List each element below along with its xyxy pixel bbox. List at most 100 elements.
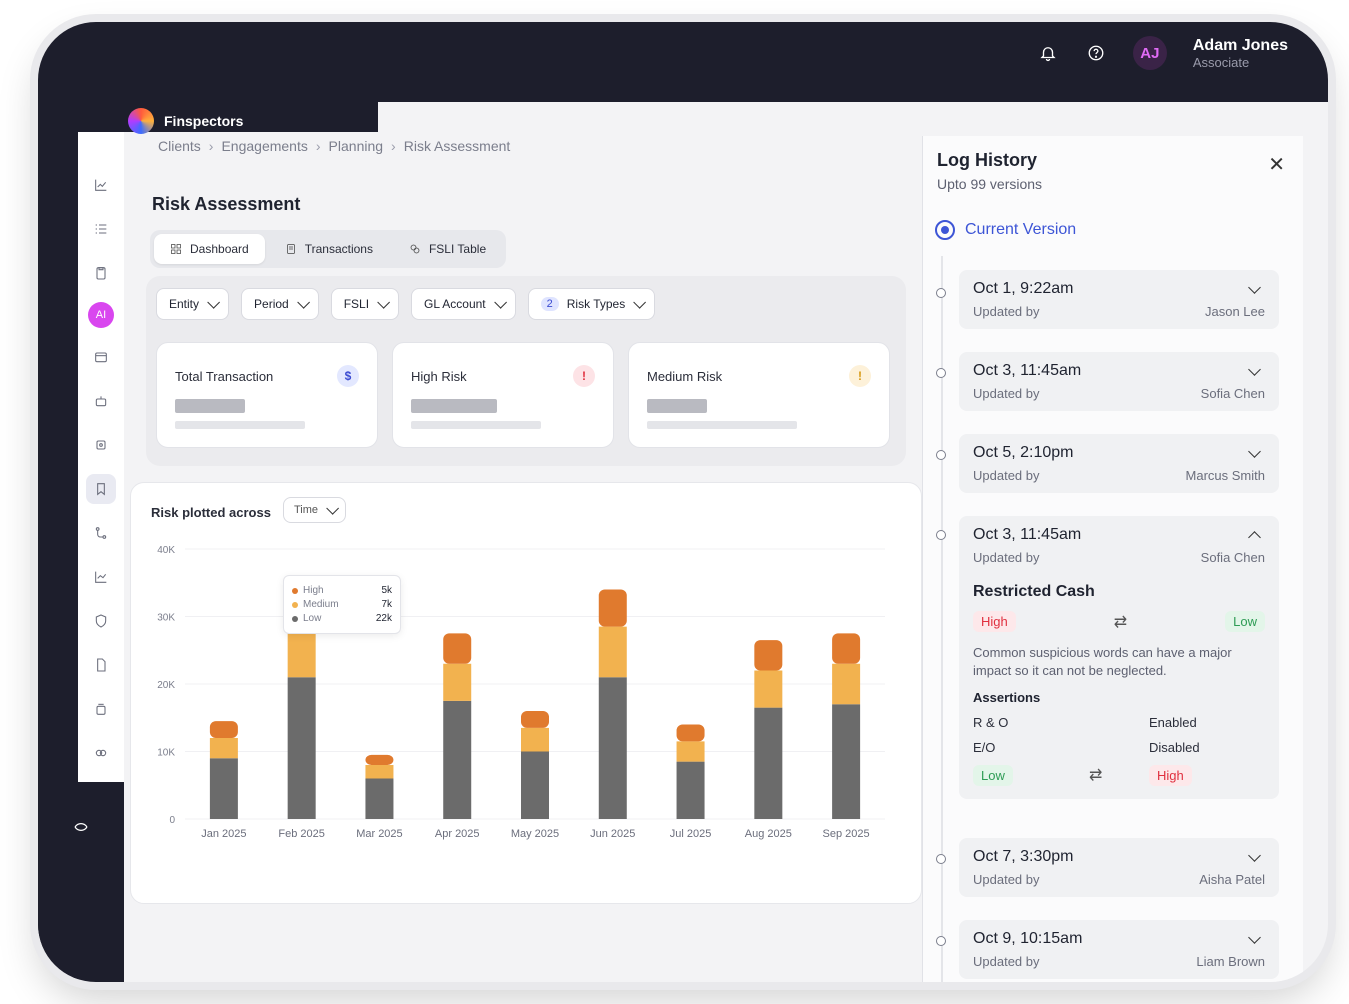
target-icon	[935, 220, 955, 240]
card-title: Total Transaction	[175, 369, 274, 384]
x-tick-label: Feb 2025	[278, 828, 324, 840]
breadcrumb-separator: ›	[391, 138, 396, 154]
entry-user: Jason Lee	[1205, 304, 1265, 319]
filter-gl-account[interactable]: GL Account	[411, 288, 516, 320]
tab-fsli-table[interactable]: FSLI Table	[393, 234, 502, 264]
filter-entity-label: Entity	[169, 297, 200, 311]
sidebar-avatar[interactable]: AI	[88, 302, 114, 328]
user-info[interactable]: Adam Jones Associate	[1193, 37, 1288, 70]
time-select[interactable]: Time	[283, 497, 347, 523]
user-avatar[interactable]: AJ	[1132, 36, 1167, 70]
updated-by-label: Updated by	[973, 550, 1040, 565]
card-total-transaction[interactable]: Total Transaction $	[156, 342, 378, 448]
tooltip-value: 22k	[375, 613, 392, 624]
tab-dashboard-label: Dashboard	[190, 242, 249, 256]
bar-segment-medium	[521, 727, 549, 752]
breadcrumb-clients[interactable]: Clients	[158, 138, 201, 154]
filter-risk-types[interactable]: 2 Risk Types	[527, 288, 656, 320]
breadcrumb-engagements[interactable]: Engagements	[221, 138, 308, 154]
chevron-down-icon	[296, 295, 310, 309]
filter-fsli-label: FSLI	[343, 297, 370, 311]
chevron-down-icon	[633, 295, 647, 309]
summary-cards: Total Transaction $ High Risk ! Medium R…	[156, 342, 890, 448]
filter-entity[interactable]: Entity	[156, 288, 230, 320]
tab-bar: Dashboard Transactions FSLI Table	[150, 230, 507, 268]
current-version-label: Current Version	[965, 221, 1077, 238]
timeline-node	[936, 936, 946, 946]
sidebar-item-shield[interactable]	[86, 606, 116, 636]
bar-segment-high	[832, 633, 861, 664]
swap-icon: ⇄	[1113, 613, 1128, 631]
grid-icon	[171, 244, 181, 254]
tab-dashboard[interactable]: Dashboard	[154, 234, 265, 264]
timeline-node	[936, 368, 946, 378]
help-icon[interactable]	[1085, 42, 1107, 64]
entry-user: Aisha Patel	[1199, 872, 1265, 887]
entry-user: Liam Brown	[1196, 954, 1265, 969]
bar-segment-high	[598, 589, 627, 627]
x-tick-label: Mar 2025	[356, 828, 402, 840]
card-medium-risk[interactable]: Medium Risk !	[628, 342, 890, 448]
y-tick-label: 30K	[157, 613, 175, 624]
entry-date: Oct 1, 9:22am	[973, 280, 1074, 297]
assertion-to-badge: High	[1149, 764, 1192, 786]
breadcrumb-planning[interactable]: Planning	[328, 138, 384, 154]
sidebar-item-link[interactable]	[86, 738, 116, 768]
value-placeholder	[411, 399, 497, 413]
log-entry-expanded[interactable]: Oct 3, 11:45am Updated by Sofia Chen Rest…	[959, 516, 1279, 799]
bell-icon[interactable]	[1037, 42, 1059, 64]
log-entry[interactable]: Oct 9, 10:15am Updated by Liam Brown	[959, 920, 1279, 979]
breadcrumb: Clients › Engagements › Planning › Risk Ass…	[158, 138, 510, 154]
log-entry[interactable]: Oct 1, 9:22am Updated by Jason Lee	[959, 270, 1279, 329]
page-title: Risk Assessment	[152, 194, 301, 214]
bar-segment-medium	[365, 765, 394, 779]
sidebar-item-checklist[interactable]	[86, 214, 116, 244]
sidebar-item-bookmark[interactable]	[86, 474, 116, 504]
tooltip-label: Low	[303, 613, 322, 624]
bar-segment-low	[521, 751, 549, 819]
value-placeholder	[647, 399, 707, 413]
sidebar-item-stack[interactable]	[86, 694, 116, 724]
entry-date: Oct 3, 11:45am	[973, 362, 1082, 379]
log-entry[interactable]: Oct 3, 11:45am Updated by Sofia Chen	[959, 352, 1279, 411]
sidebar-item-calendar[interactable]	[86, 342, 116, 372]
sidebar-item-transfer[interactable]	[86, 518, 116, 548]
updated-by-label: Updated by	[973, 954, 1040, 969]
sidebar-item-clipboard[interactable]	[86, 258, 116, 288]
chevron-down-icon	[207, 295, 221, 309]
y-tick-label: 10K	[157, 748, 175, 759]
bar-segment-high	[754, 640, 783, 671]
app-screen: AJ Adam Jones Associate Finspectors AI	[38, 22, 1328, 982]
log-entry[interactable]: Oct 7, 3:30pm Updated by Aisha Patel	[959, 838, 1279, 897]
card-title: Medium Risk	[647, 369, 723, 384]
updated-by-label: Updated by	[973, 468, 1040, 483]
card-high-risk[interactable]: High Risk !	[392, 342, 614, 448]
sidebar-item-document[interactable]	[86, 650, 116, 680]
sidebar-item-bot[interactable]	[86, 386, 116, 416]
y-tick-label: 0	[169, 815, 175, 826]
log-entry[interactable]: Oct 5, 2:10pm Updated by Marcus Smith	[959, 434, 1279, 493]
close-icon[interactable]: ✕	[1268, 154, 1285, 176]
chevron-down-icon	[1248, 930, 1261, 944]
filter-period[interactable]: Period	[241, 288, 319, 320]
breadcrumb-separator: ›	[315, 138, 321, 154]
bar-segment-medium	[443, 663, 472, 701]
bar-segment-high	[676, 724, 705, 742]
sidebar-item-analytics[interactable]	[86, 170, 116, 200]
current-version[interactable]: Current Version	[935, 220, 1076, 240]
risk-chart: 0 10K 20K 30K 40K Jan 2025 Feb 2025 Mar 2025 Apr…	[157, 545, 885, 840]
entry-date: Oct 9, 10:15am	[973, 930, 1083, 947]
tab-transactions[interactable]: Transactions	[269, 234, 389, 264]
filter-fsli[interactable]: FSLI	[330, 288, 400, 320]
x-tick-label: Apr 2025	[435, 828, 480, 840]
collapse-sidebar-icon[interactable]	[66, 812, 96, 842]
sidebar-item-trend[interactable]	[86, 562, 116, 592]
assertion-left: R & O	[973, 715, 1009, 730]
device-frame: AJ Adam Jones Associate Finspectors AI	[38, 22, 1328, 982]
filters-panel: Entity Period FSLI GL Account 2 Risk Type…	[146, 276, 906, 466]
subtext-placeholder	[647, 421, 797, 429]
sidebar-item-chip[interactable]	[86, 430, 116, 460]
chevron-down-icon	[326, 501, 340, 515]
warning-icon: !	[849, 365, 871, 387]
assertions-title: Assertions	[973, 690, 1041, 705]
